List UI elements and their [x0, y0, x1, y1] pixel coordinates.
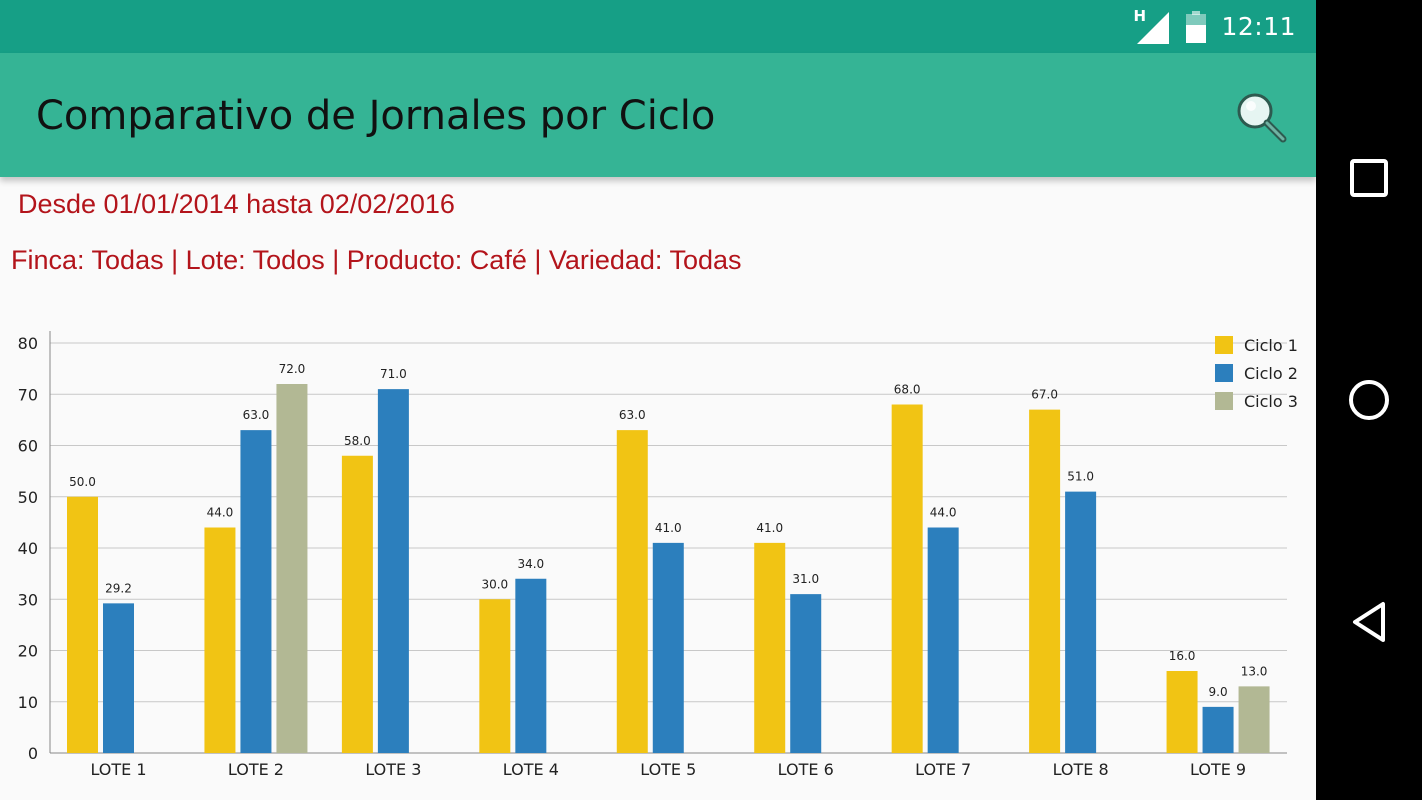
- data-label: 29.2: [105, 581, 132, 595]
- bar: [240, 430, 272, 753]
- x-tick-label: LOTE 6: [778, 760, 834, 779]
- bar: [204, 527, 236, 753]
- square-icon: [1350, 159, 1388, 197]
- y-tick-label: 50: [18, 488, 38, 507]
- x-tick-label: LOTE 7: [915, 760, 971, 779]
- y-tick-label: 60: [18, 437, 38, 456]
- data-label: 50.0: [69, 475, 96, 489]
- x-tick-label: LOTE 5: [640, 760, 696, 779]
- bar: [1202, 706, 1234, 753]
- x-tick-label: LOTE 1: [90, 760, 146, 779]
- y-tick-label: 30: [18, 590, 38, 609]
- x-tick-label: LOTE 2: [228, 760, 284, 779]
- bar: [1238, 686, 1270, 753]
- triangle-back-icon: [1353, 602, 1385, 642]
- bar: [67, 496, 98, 753]
- jornales-bar-chart: 0 10 20 30 40 50 60 70 80 50.0 29.2 LOTE 1 44.0 63.0 7…: [18, 331, 1298, 779]
- y-tick-label: 10: [18, 693, 38, 712]
- x-tick-label: LOTE 9: [1190, 760, 1246, 779]
- data-label: 71.0: [380, 367, 407, 381]
- data-label: 41.0: [756, 521, 783, 535]
- legend-label: Ciclo 3: [1244, 392, 1298, 411]
- data-label: 44.0: [207, 506, 234, 520]
- data-label: 16.0: [1169, 649, 1196, 663]
- x-tick-label: LOTE 3: [365, 760, 421, 779]
- navigation-bar: [1316, 0, 1422, 800]
- bar: [515, 578, 547, 753]
- data-label: 58.0: [344, 434, 371, 448]
- data-label: 41.0: [655, 521, 682, 535]
- data-label: 72.0: [279, 362, 306, 376]
- status-time: 12:11: [1221, 12, 1296, 41]
- report-content: Desde 01/01/2014 hasta 02/02/2016 Finca:…: [0, 177, 1316, 800]
- y-tick-label: 20: [18, 642, 38, 661]
- battery-icon: [1185, 10, 1207, 43]
- bar: [1065, 491, 1097, 753]
- data-label: 13.0: [1241, 664, 1268, 678]
- legend-label: Ciclo 1: [1244, 336, 1298, 355]
- search-button[interactable]: [1232, 89, 1290, 147]
- bar: [891, 404, 923, 753]
- bar: [1166, 671, 1198, 753]
- legend-swatch: [1215, 364, 1233, 382]
- x-tick-label: LOTE 4: [503, 760, 559, 779]
- bar: [377, 389, 409, 753]
- data-label: 30.0: [481, 577, 508, 591]
- page-title: Comparativo de Jornales por Ciclo: [36, 93, 716, 139]
- bar: [103, 603, 134, 753]
- bar: [927, 527, 959, 753]
- status-bar: H 12:11: [0, 0, 1316, 53]
- date-range: Desde 01/01/2014 hasta 02/02/2016: [18, 189, 455, 219]
- bar: [341, 455, 373, 753]
- data-label: 44.0: [930, 506, 957, 520]
- bar: [479, 599, 511, 753]
- recents-button[interactable]: [1339, 148, 1399, 208]
- bar: [790, 594, 822, 753]
- data-label: 9.0: [1209, 685, 1228, 699]
- y-tick-label: 40: [18, 539, 38, 558]
- y-tick-label: 0: [28, 744, 38, 763]
- bar: [616, 430, 648, 753]
- legend-label: Ciclo 2: [1244, 364, 1298, 383]
- data-label: 67.0: [1031, 388, 1058, 402]
- y-tick-label: 70: [18, 385, 38, 404]
- circle-icon: [1349, 380, 1389, 420]
- data-label: 34.0: [517, 557, 544, 571]
- data-label: 63.0: [619, 408, 646, 422]
- bar: [1029, 409, 1061, 753]
- home-button[interactable]: [1339, 370, 1399, 430]
- bar: [276, 384, 308, 753]
- data-label: 51.0: [1067, 470, 1094, 484]
- y-tick-label: 80: [18, 334, 38, 353]
- data-label: 63.0: [243, 408, 270, 422]
- data-label: 31.0: [792, 572, 819, 586]
- legend-swatch: [1215, 392, 1233, 410]
- search-icon: [1237, 93, 1287, 143]
- legend-swatch: [1215, 336, 1233, 354]
- filters-summary: Finca: Todas | Lote: Todos | Producto: C…: [11, 245, 742, 275]
- bar: [754, 542, 786, 753]
- app-bar: Comparativo de Jornales por Ciclo: [0, 53, 1316, 177]
- network-type-label: H: [1133, 6, 1147, 25]
- back-button[interactable]: [1339, 592, 1399, 652]
- data-label: 68.0: [894, 383, 921, 397]
- bar: [652, 542, 684, 753]
- signal-icon: H: [1133, 6, 1171, 44]
- x-tick-label: LOTE 8: [1053, 760, 1109, 779]
